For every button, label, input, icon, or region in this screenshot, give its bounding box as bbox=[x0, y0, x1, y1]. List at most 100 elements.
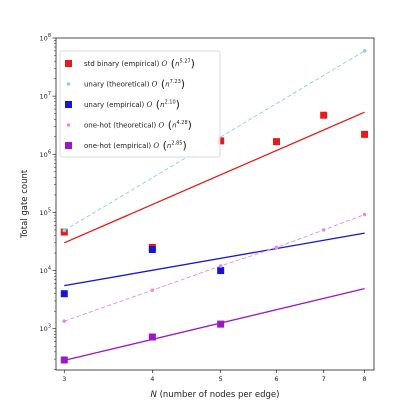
legend-close-paren: ) bbox=[181, 78, 185, 91]
legend-open-paren: ( bbox=[159, 139, 167, 152]
y-tick-exponent: 4 bbox=[48, 266, 51, 272]
y-tick-exponent: 6 bbox=[48, 149, 51, 155]
data-point bbox=[217, 320, 225, 328]
x-tick-label: 3 bbox=[62, 375, 66, 383]
legend-item: unary (empirical) O (n2.10) bbox=[65, 98, 180, 111]
legend-close-paren: ) bbox=[182, 139, 186, 152]
legend-item: unary (theoretical) O (n7.23) bbox=[66, 78, 185, 91]
legend-base: n bbox=[175, 60, 179, 68]
y-tick-base: 10 bbox=[40, 35, 48, 43]
legend-exponent: 2.10 bbox=[165, 100, 176, 106]
data-point bbox=[217, 267, 225, 275]
legend-close-paren: ) bbox=[188, 119, 192, 132]
x-axis-label-var: N bbox=[151, 390, 158, 400]
legend-exponent: 4.28 bbox=[177, 120, 188, 126]
y-axis-label: Total gate count bbox=[20, 169, 30, 239]
legend-open-paren: ( bbox=[152, 98, 160, 111]
legend-base: n bbox=[160, 101, 164, 109]
legend-big-o: O bbox=[147, 101, 153, 109]
data-point bbox=[60, 356, 68, 364]
y-tick-label: 103 bbox=[40, 324, 51, 334]
data-series bbox=[60, 49, 369, 364]
legend: std binary (empirical) O (n5.27)unary (t… bbox=[59, 50, 221, 158]
data-point bbox=[217, 137, 225, 145]
x-tick-label: 5 bbox=[219, 375, 223, 383]
legend-marker bbox=[66, 82, 71, 86]
legend-big-o: O bbox=[162, 60, 168, 68]
legend-label: std binary (empirical) O (n5.27) bbox=[84, 57, 195, 70]
legend-series-name: unary (theoretical) bbox=[84, 81, 152, 89]
x-axis-label: N (number of nodes per edge) bbox=[151, 390, 280, 400]
series-one-hot-theoretical- bbox=[62, 212, 367, 323]
legend-base: n bbox=[172, 122, 176, 130]
legend-open-paren: ( bbox=[157, 78, 165, 91]
x-tick-label: 4 bbox=[150, 375, 154, 383]
y-tick-base: 10 bbox=[40, 93, 48, 101]
legend-exponent: 7.23 bbox=[170, 79, 181, 85]
fit-line bbox=[64, 232, 365, 287]
legend-series-name: one-hot (empirical) bbox=[84, 142, 153, 150]
legend-item: one-hot (theoretical) O (n4.28) bbox=[66, 119, 192, 132]
legend-series-name: unary (empirical) bbox=[84, 101, 147, 109]
y-tick-base: 10 bbox=[40, 209, 48, 217]
series-unary-theoretical- bbox=[62, 49, 367, 233]
data-point bbox=[62, 319, 67, 323]
legend-item: one-hot (empirical) O (n2.85) bbox=[65, 139, 187, 152]
legend-exponent: 2.85 bbox=[171, 141, 182, 147]
legend-label: unary (empirical) O (n2.10) bbox=[84, 98, 180, 111]
legend-marker bbox=[65, 101, 72, 108]
y-tick-label: 107 bbox=[40, 91, 51, 101]
fit-line bbox=[64, 111, 365, 244]
legend-marker bbox=[66, 123, 71, 127]
fit-line bbox=[64, 287, 365, 362]
y-tick-base: 10 bbox=[40, 267, 48, 275]
legend-series-name: one-hot (theoretical) bbox=[84, 122, 159, 130]
y-tick-label: 106 bbox=[40, 149, 51, 159]
legend-base: n bbox=[165, 81, 169, 89]
data-point bbox=[148, 246, 156, 254]
data-point bbox=[274, 245, 279, 250]
data-point bbox=[272, 138, 280, 146]
series-unary-empirical- bbox=[60, 232, 365, 298]
y-tick-label: 104 bbox=[40, 266, 51, 276]
x-tick-label: 7 bbox=[322, 375, 326, 383]
data-point bbox=[362, 212, 367, 217]
legend-label: one-hot (theoretical) O (n4.28) bbox=[84, 119, 192, 132]
x-tick-label: 8 bbox=[363, 375, 367, 383]
legend-marker bbox=[65, 60, 72, 67]
legend-label: one-hot (empirical) O (n2.85) bbox=[84, 139, 187, 152]
legend-open-paren: ( bbox=[164, 119, 172, 132]
legend-item: std binary (empirical) O (n5.27) bbox=[65, 57, 195, 70]
y-tick-exponent: 8 bbox=[48, 33, 51, 39]
legend-exponent: 5.27 bbox=[180, 59, 191, 65]
data-point bbox=[320, 111, 328, 119]
data-point bbox=[362, 49, 367, 53]
legend-open-paren: ( bbox=[167, 57, 175, 70]
data-point bbox=[60, 290, 68, 298]
legend-big-o: O bbox=[152, 81, 158, 89]
data-point bbox=[148, 333, 156, 341]
legend-marker bbox=[65, 142, 72, 149]
y-tick-base: 10 bbox=[40, 151, 48, 159]
y-tick-base: 10 bbox=[40, 325, 48, 333]
legend-series-name: std binary (empirical) bbox=[84, 60, 162, 68]
x-tick-label: 6 bbox=[274, 375, 278, 383]
legend-big-o: O bbox=[159, 122, 165, 130]
legend-big-o: O bbox=[153, 142, 159, 150]
data-point bbox=[361, 130, 369, 138]
data-point bbox=[321, 228, 326, 232]
legend-close-paren: ) bbox=[176, 98, 180, 111]
y-tick-label: 105 bbox=[40, 207, 51, 217]
legend-base: n bbox=[167, 142, 171, 150]
legend-frame bbox=[59, 50, 221, 158]
x-axis-label-rest: (number of nodes per edge) bbox=[157, 390, 280, 400]
y-tick-label: 108 bbox=[40, 33, 51, 43]
y-tick-exponent: 5 bbox=[48, 207, 51, 213]
y-tick-exponent: 3 bbox=[48, 324, 51, 330]
data-point bbox=[218, 264, 223, 268]
legend-close-paren: ) bbox=[191, 57, 195, 70]
trend-line bbox=[64, 214, 365, 322]
series-one-hot-empirical- bbox=[60, 287, 365, 364]
